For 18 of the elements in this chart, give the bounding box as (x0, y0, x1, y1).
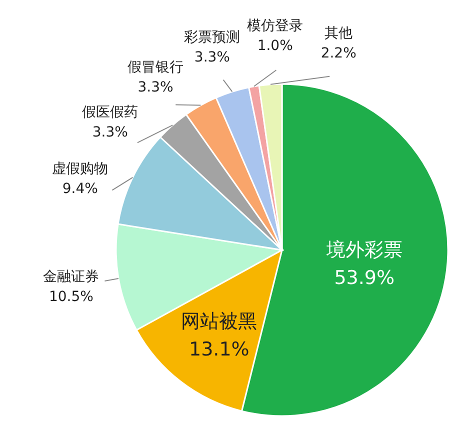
data-label: 10.5% (48, 288, 94, 305)
data-label: 3.3% (194, 50, 230, 66)
slice-label: 虚假购物 (52, 160, 108, 177)
data-label: 2.2% (320, 46, 356, 62)
data-label: 9.4% (62, 180, 98, 197)
slice-label: 模仿登录 (247, 18, 304, 34)
data-label: 3.3% (92, 124, 128, 140)
slice-label: 网站被黑 (181, 310, 258, 333)
slice-label: 境外彩票 (325, 239, 402, 262)
data-label: 1.0% (257, 38, 293, 54)
data-label: 3.3% (138, 79, 174, 96)
slice-label: 彩票预测 (184, 30, 240, 46)
data-label: 13.1% (188, 338, 250, 361)
data-label: 53.9% (334, 267, 395, 290)
slice-label: 金融证券 (43, 268, 100, 285)
slice-label: 其他 (324, 26, 353, 42)
slice-label: 假医假药 (82, 104, 138, 120)
slice-label: 假冒银行 (128, 59, 184, 76)
